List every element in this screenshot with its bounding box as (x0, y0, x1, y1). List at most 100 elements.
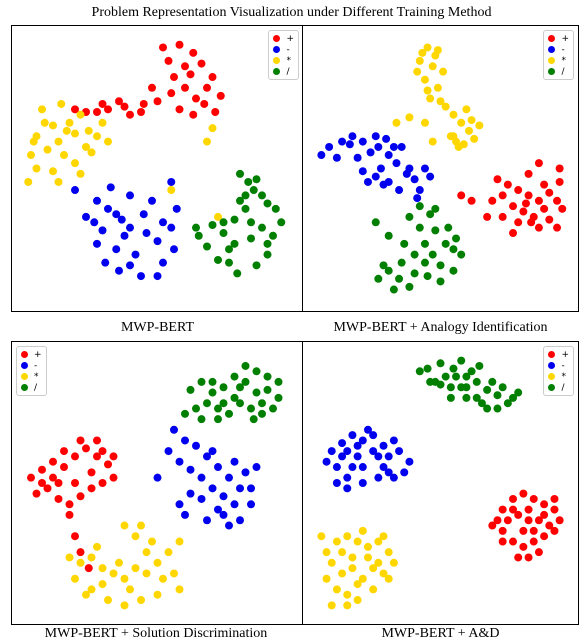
data-point-plus (115, 97, 123, 106)
scatter-panel-a-and-d: + - * / (302, 341, 579, 625)
data-point-divide (477, 399, 486, 408)
data-point-plus (71, 479, 79, 487)
data-point-minus (374, 473, 383, 482)
data-point-times (332, 537, 341, 546)
data-point-plus (54, 479, 63, 487)
data-point-plus (32, 489, 41, 498)
data-point-plus (153, 97, 162, 106)
data-point-divide (400, 239, 409, 248)
data-point-minus (197, 473, 206, 482)
data-point-minus (379, 180, 388, 189)
data-point-plus (181, 62, 189, 71)
caption-analogy-identification: MWP-BERT + Analogy Identification (333, 320, 548, 335)
data-point-plus (71, 105, 79, 114)
data-point-times (343, 590, 352, 599)
data-point-times (363, 542, 372, 551)
legend-entry-minus: - (548, 44, 569, 55)
data-point-divide (488, 377, 497, 386)
data-point-times (82, 590, 90, 599)
data-point-divide (509, 393, 518, 402)
data-point-plus (553, 196, 562, 205)
data-point-plus (555, 177, 564, 186)
data-point-minus (384, 468, 393, 477)
data-point-divide (472, 393, 481, 402)
scatter-plot-area (27, 361, 283, 610)
data-point-times (428, 62, 437, 71)
data-point-plus (43, 484, 52, 493)
data-point-minus (397, 142, 406, 151)
data-point-divide (236, 196, 244, 205)
data-point-plus (519, 526, 528, 535)
scatter-panel-solution-discrimination: + - * / (11, 341, 304, 625)
data-point-divide (441, 239, 450, 248)
data-point-times (49, 121, 57, 130)
data-point-minus (192, 441, 200, 450)
data-point-minus (247, 500, 255, 509)
data-point-divide (436, 277, 445, 286)
data-point-divide (244, 177, 253, 186)
scatter-panel-mwp-bert: + - * / (11, 25, 304, 312)
data-point-minus (208, 484, 217, 493)
data-point-minus (317, 151, 326, 160)
data-point-divide (410, 269, 419, 278)
data-point-plus (109, 473, 118, 482)
data-point-divide (467, 367, 476, 376)
data-point-minus (131, 250, 140, 259)
data-point-times (115, 558, 123, 567)
data-point-plus (555, 164, 564, 173)
legend-marker (548, 46, 556, 53)
data-point-divide (241, 377, 250, 386)
data-point-times (332, 585, 341, 594)
data-point-plus (467, 196, 476, 205)
data-point-minus (374, 142, 383, 151)
data-point-times (369, 564, 378, 573)
data-point-minus (338, 452, 347, 461)
data-point-minus (167, 177, 176, 186)
data-point-divide (423, 364, 432, 373)
data-point-divide (203, 242, 211, 251)
data-point-plus (550, 505, 559, 514)
data-point-divide (252, 367, 261, 376)
data-point-plus (534, 196, 543, 205)
data-point-divide (483, 404, 492, 413)
data-point-times (109, 569, 118, 578)
data-point-times (317, 532, 326, 541)
data-point-minus (384, 452, 393, 461)
data-point-times (60, 151, 68, 160)
data-point-minus (197, 494, 206, 503)
caption-solution-discrimination: MWP-BERT + Solution Discrimination (44, 626, 268, 641)
data-point-divide (379, 261, 388, 270)
data-point-times (93, 542, 101, 551)
data-point-plus (189, 110, 198, 119)
data-point-minus (363, 425, 372, 434)
data-point-divide (208, 220, 217, 229)
data-point-times (322, 574, 331, 583)
data-point-plus (104, 460, 112, 469)
data-point-times (441, 102, 450, 111)
data-point-times (327, 558, 336, 567)
data-point-minus (142, 229, 151, 238)
data-point-times (384, 548, 393, 557)
data-point-divide (219, 399, 228, 408)
data-point-times (374, 558, 383, 567)
data-point-plus (71, 532, 79, 541)
data-point-divide (233, 269, 242, 278)
data-point-plus (139, 99, 148, 108)
data-point-divide (415, 367, 424, 376)
data-point-divide (230, 393, 239, 402)
data-point-plus (540, 204, 549, 213)
data-point-plus (76, 436, 85, 445)
data-point-plus (93, 436, 101, 445)
data-point-divide (263, 250, 272, 259)
data-point-times (87, 148, 96, 157)
data-point-times (65, 553, 74, 562)
data-point-minus (247, 484, 255, 493)
data-point-plus (164, 56, 173, 65)
data-point-plus (519, 489, 528, 498)
legend-marker (21, 351, 28, 358)
data-point-minus (348, 431, 357, 440)
data-point-minus (153, 272, 162, 281)
legend-label: / (286, 66, 290, 77)
legend-marker (21, 373, 28, 380)
data-point-divide (274, 377, 283, 386)
